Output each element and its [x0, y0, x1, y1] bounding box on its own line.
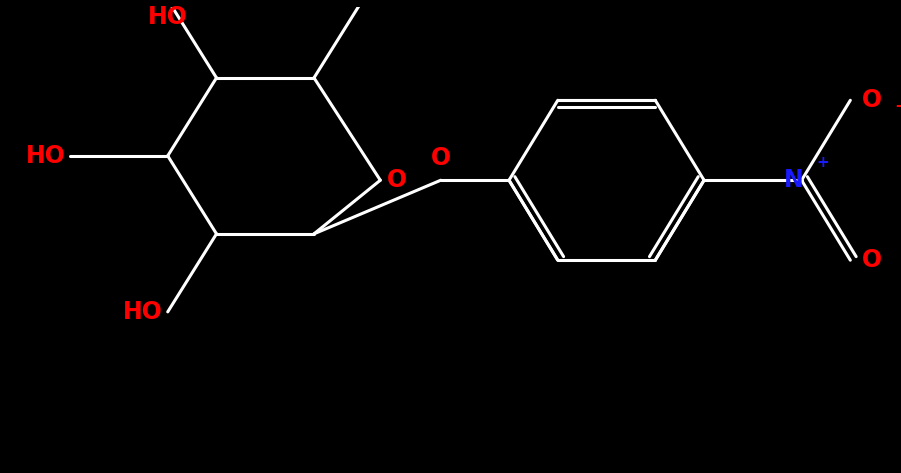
Text: O: O	[862, 248, 882, 272]
Text: HO: HO	[25, 144, 66, 168]
Text: N: N	[784, 168, 804, 192]
Text: O: O	[387, 168, 407, 192]
Text: HO: HO	[148, 5, 187, 29]
Text: O: O	[431, 147, 450, 170]
Text: HO: HO	[123, 300, 163, 324]
Text: −: −	[894, 96, 901, 114]
Text: O: O	[862, 88, 882, 112]
Text: +: +	[816, 155, 830, 170]
